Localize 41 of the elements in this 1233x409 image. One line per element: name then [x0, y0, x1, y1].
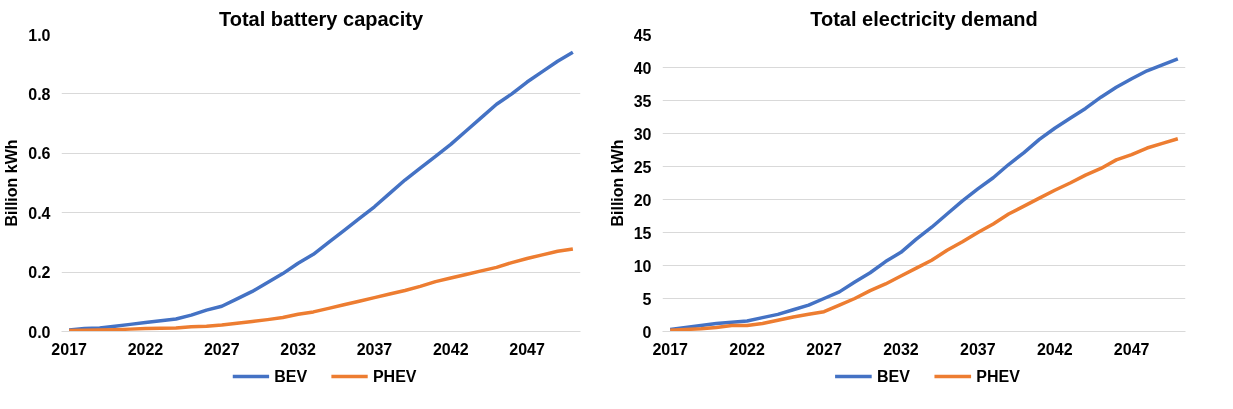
x-tick-label: 2037 [356, 340, 393, 358]
legend-label: BEV [876, 368, 911, 385]
y-tick-label: 0 [642, 323, 652, 341]
line-series [67, 50, 575, 332]
chart-title: Total electricity demand [810, 7, 1038, 30]
y-tick-label: 40 [633, 59, 652, 77]
x-tick-label: 2022 [127, 340, 164, 358]
x-tick-label: 2017 [51, 340, 88, 358]
x-tick-label: 2032 [280, 340, 316, 358]
y-axis-title: Billion kWh [3, 139, 21, 227]
x-tick-label: 2027 [806, 340, 842, 358]
y-tick-label: 0.2 [28, 264, 51, 282]
x-tick-label: 2047 [509, 340, 545, 358]
line-series [668, 137, 1180, 332]
y-tick-label: 0.6 [28, 145, 51, 163]
x-tick-label: 2027 [203, 340, 240, 358]
legend-label: BEV [274, 368, 308, 385]
y-axis-title: Billion kWh [608, 139, 626, 227]
x-tick-label: 2022 [729, 340, 765, 358]
y-tick-label: 5 [642, 290, 652, 308]
x-tick-label: 2032 [883, 340, 919, 358]
y-tick-label: 30 [633, 125, 652, 143]
y-tick-label: 35 [633, 92, 652, 110]
x-tick-label: 2042 [432, 340, 469, 358]
legend-label: PHEV [976, 368, 1021, 385]
y-tick-label: 0.4 [28, 204, 51, 222]
y-tick-label: 25 [633, 158, 652, 176]
y-tick-label: 0.8 [28, 85, 51, 103]
y-tick-label: 45 [633, 26, 652, 44]
x-tick-label: 2017 [652, 340, 689, 358]
line-series [67, 247, 575, 332]
chart-title: Total battery capacity [218, 7, 424, 30]
y-tick-label: 10 [633, 257, 652, 275]
y-tick-label: 1.0 [28, 26, 51, 44]
y-tick-label: 0.0 [28, 323, 51, 341]
legend-label: PHEV [372, 368, 417, 385]
x-tick-label: 2037 [960, 340, 996, 358]
y-tick-label: 15 [633, 224, 652, 242]
x-tick-label: 2047 [1113, 340, 1150, 358]
x-tick-label: 2042 [1036, 340, 1073, 358]
y-tick-label: 20 [633, 191, 652, 209]
